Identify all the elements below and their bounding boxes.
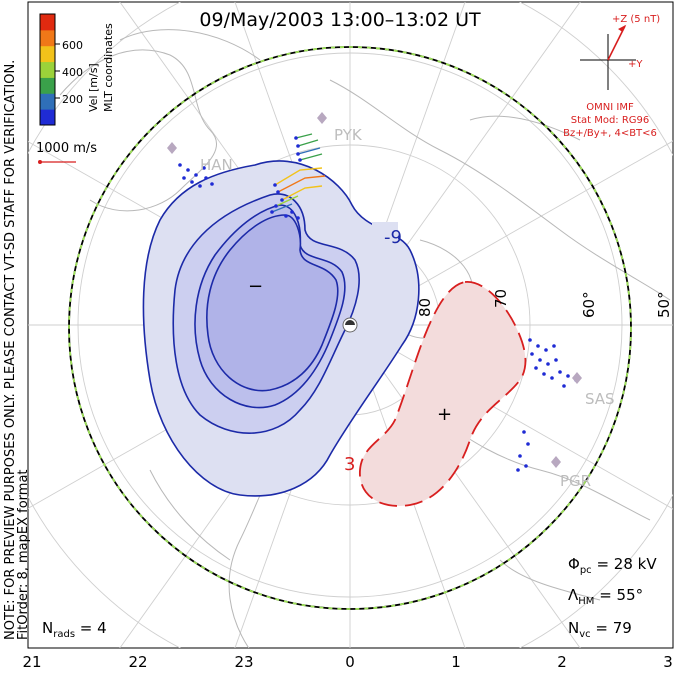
lat-label-80: 80 bbox=[416, 298, 434, 317]
lat-label-50: 50° bbox=[655, 291, 673, 318]
colorbar-ticks bbox=[55, 43, 60, 99]
colorbar-cell bbox=[40, 61, 55, 78]
velocity-colorbar bbox=[39, 13, 56, 126]
negative-cell: -9 − bbox=[142, 160, 420, 497]
vector-origins bbox=[178, 136, 578, 472]
velocity-vectors bbox=[271, 133, 326, 213]
station-label-sas: SAS bbox=[585, 390, 615, 408]
negative-contour-label: -9 bbox=[384, 227, 402, 248]
vector-scale-origin bbox=[38, 160, 42, 164]
stat-hm-latitude: ΛHM = 55° bbox=[568, 586, 643, 607]
potential-maximum-marker: + bbox=[437, 404, 452, 425]
imf-by-label: +Y bbox=[628, 59, 643, 70]
mlt-tick-label: 23 bbox=[234, 653, 253, 671]
radar-stations bbox=[167, 112, 582, 468]
imf-bz-label: +Z (5 nT) bbox=[612, 14, 660, 25]
colorbar-cell bbox=[40, 29, 55, 47]
mlt-coordinates-label: MLT coordinates bbox=[102, 23, 115, 112]
station-label-pgr: PGR bbox=[560, 472, 591, 490]
stat-model: Stat Mod: RG96 bbox=[571, 115, 650, 126]
mlt-tick-label: 1 bbox=[451, 653, 461, 671]
imf-source: OMNI IMF bbox=[586, 102, 634, 113]
mlt-axis: 21 22 23 0 1 2 3 bbox=[22, 653, 672, 671]
positive-contour-label: 3 bbox=[344, 454, 355, 475]
colorbar-tick-200: 200 bbox=[62, 93, 83, 106]
stat-radar-count: Nrads = 4 bbox=[42, 619, 107, 640]
colorbar-cell bbox=[40, 77, 55, 94]
colorbar-cell bbox=[40, 14, 55, 31]
preview-note: NOTE: FOR PREVIEW PURPOSES ONLY. PLEASE … bbox=[3, 60, 18, 640]
colorbar-cell bbox=[40, 45, 55, 63]
colorbar-cell bbox=[40, 109, 55, 126]
station-label-han: HAN bbox=[200, 156, 233, 174]
stat-cross-polar-potential: Φpc = 28 kV bbox=[568, 555, 657, 576]
lat-label-70: 70 bbox=[492, 289, 510, 308]
fit-order-note: FitOrder: 8, mapEX format bbox=[16, 469, 31, 640]
negative-contour-core bbox=[206, 214, 339, 392]
colorbar-tick-600: 600 bbox=[62, 39, 83, 52]
colorbar-label: Vel [m/s] bbox=[87, 63, 100, 112]
mlt-tick-label: 3 bbox=[663, 653, 673, 671]
lat-label-60: 60° bbox=[580, 291, 598, 318]
mlt-tick-label: 22 bbox=[128, 653, 147, 671]
potential-minimum-marker: − bbox=[248, 276, 263, 297]
pole-marker bbox=[342, 317, 358, 333]
mlt-tick-label: 0 bbox=[345, 653, 355, 671]
hm-boundary-dash bbox=[68, 46, 632, 610]
station-label-pyk: PYK bbox=[334, 126, 363, 144]
mlt-tick-label: 21 bbox=[22, 653, 41, 671]
imf-bin: Bz+/By+, 4<BT<6 bbox=[563, 128, 657, 139]
imf-clock bbox=[580, 24, 636, 90]
map-title: 09/May/2003 13:00–13:02 UT bbox=[199, 9, 481, 31]
positive-contour bbox=[359, 281, 527, 507]
stat-vector-count: Nvc = 79 bbox=[568, 619, 632, 640]
colorbar-outline bbox=[39, 13, 56, 126]
colorbar-tick-400: 400 bbox=[62, 66, 83, 79]
mlt-tick-label: 2 bbox=[557, 653, 567, 671]
positive-cell: 3 + bbox=[344, 281, 527, 507]
vector-scale-label: 1000 m/s bbox=[36, 141, 97, 156]
colorbar-cell bbox=[40, 93, 55, 110]
